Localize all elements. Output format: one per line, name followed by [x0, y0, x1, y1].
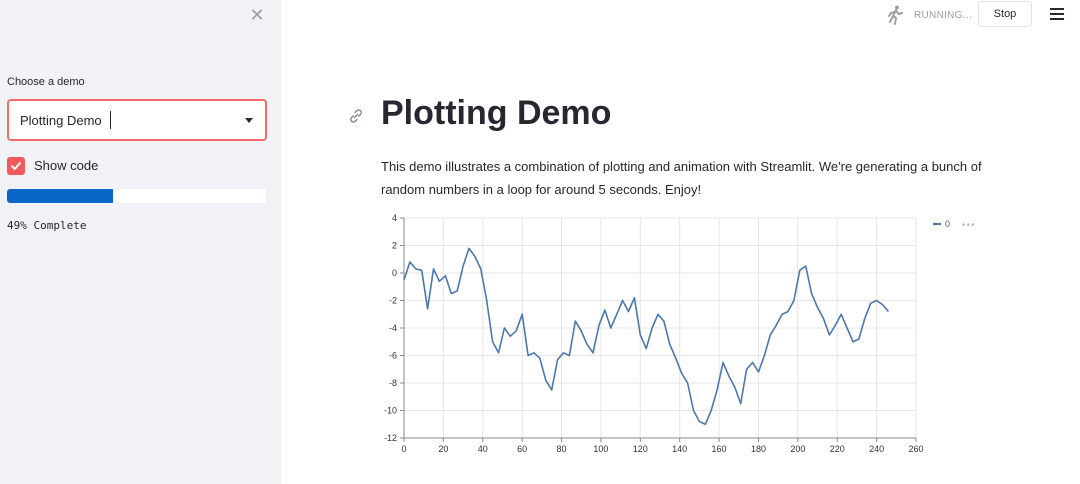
y-tick-label: -6 [389, 351, 397, 361]
legend-label: 0 [945, 219, 950, 229]
x-tick-label: 20 [438, 444, 448, 454]
y-tick-label: -12 [384, 433, 397, 443]
select-label: Choose a demo [7, 76, 85, 88]
x-tick-label: 0 [401, 444, 406, 454]
x-tick-label: 160 [712, 444, 727, 454]
chevron-down-icon[interactable] [245, 118, 253, 123]
hamburger-menu-icon[interactable] [1050, 8, 1064, 20]
x-tick-label: 140 [672, 444, 687, 454]
y-tick-label: 2 [392, 241, 397, 251]
x-tick-label: 240 [869, 444, 884, 454]
progress-fill [7, 189, 114, 203]
x-tick-label: 60 [517, 444, 527, 454]
checkmark-icon[interactable] [7, 157, 25, 175]
running-man-icon [888, 5, 903, 25]
demo-select[interactable]: Plotting Demo [7, 99, 267, 141]
demo-select-value: Plotting Demo [20, 113, 102, 128]
status-text: RUNNING... [914, 10, 972, 21]
y-tick-label: -2 [389, 296, 397, 306]
y-tick-label: 0 [392, 268, 397, 278]
x-tick-label: 120 [633, 444, 648, 454]
x-tick-label: 100 [593, 444, 608, 454]
x-tick-label: 260 [908, 444, 923, 454]
link-icon[interactable] [347, 107, 365, 125]
x-tick-label: 200 [790, 444, 805, 454]
page-title: Plotting Demo [381, 94, 612, 132]
y-tick-label: -8 [389, 378, 397, 388]
show-code-label: Show code [34, 158, 99, 173]
y-tick-label: -4 [389, 323, 397, 333]
more-options-icon[interactable]: ••• [962, 220, 976, 231]
stop-button[interactable]: Stop [978, 1, 1032, 27]
x-tick-label: 220 [830, 444, 845, 454]
y-tick-label: -10 [384, 406, 397, 416]
text-cursor [110, 111, 111, 129]
progress-text: 49% Complete [7, 219, 87, 232]
x-tick-label: 40 [478, 444, 488, 454]
series-line-0 [403, 247, 890, 426]
x-tick-label: 180 [751, 444, 766, 454]
close-icon[interactable]: ✕ [249, 5, 265, 26]
sidebar: ✕ Choose a demo Plotting Demo Show code … [0, 0, 281, 484]
progress-bar [7, 189, 266, 203]
page-description: This demo illustrates a combination of p… [381, 159, 982, 197]
y-tick-label: 4 [392, 213, 397, 223]
x-tick-label: 80 [557, 444, 567, 454]
line-chart: 0 20 40 60 80 100 120 140 160 180 200 220 240 260-12-… [384, 213, 976, 454]
